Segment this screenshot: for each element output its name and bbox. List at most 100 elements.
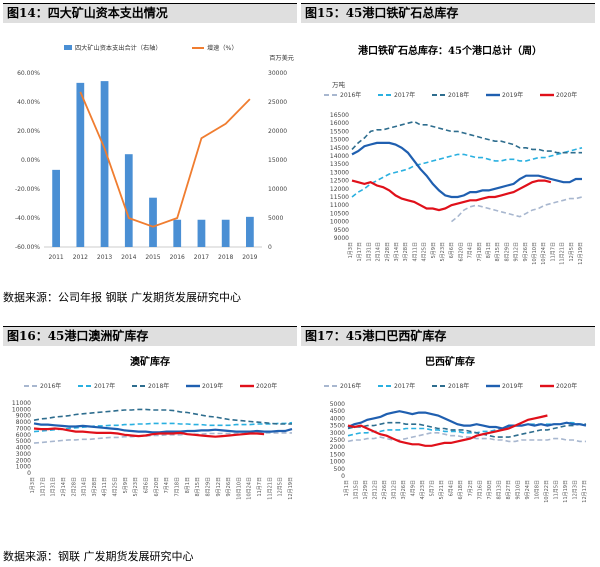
chart-capex: 四大矿山资本支出合计（右轴） 增速（%） 百万美元 -60.00% -40.00% -20… <box>15 44 294 261</box>
x-tick-label: 10月24日 <box>247 477 253 500</box>
chart-australia-inventory: 澳矿库存 2016年 2017年 2018年 2019年 2020年 01000200030… <box>12 355 294 500</box>
y-tick-label: 4000 <box>16 445 31 452</box>
y-tick-label: 10500 <box>330 210 349 217</box>
legend-bar-label: 四大矿山资本支出合计（右轴） <box>75 44 162 52</box>
chart-brazil-inventory: 巴西矿库存 2016年 2017年 2018年 2019年 2020年 0500100015… <box>324 355 588 503</box>
y-unit-label: 万吨 <box>332 80 346 89</box>
y-tick-label: 1500 <box>330 451 345 458</box>
x-tick-label: 1月3日 <box>30 477 36 493</box>
y-tick-label: 500 <box>334 466 346 473</box>
x-tick-label: 5月23日 <box>440 242 446 262</box>
y-tick-label: 3000 <box>16 451 31 458</box>
x-tick-label: 5月7日 <box>430 480 436 496</box>
right-tick-label: 0 <box>268 244 272 251</box>
y-tick-label: 8000 <box>16 419 31 426</box>
legend-label: 2016年 <box>40 382 61 390</box>
x-tick-label: 12月5日 <box>278 477 284 497</box>
x-tick-label: 3月28日 <box>92 477 98 497</box>
x-tick-label: 8月29日 <box>205 477 211 497</box>
x-tick-label: 4月23日 <box>420 480 426 500</box>
left-tick-label: 40.00% <box>17 99 40 106</box>
legend-label: 2017年 <box>94 382 115 390</box>
source-note-bottom: 数据来源：钢联 广发期货发展研究中心 <box>3 550 194 563</box>
series-line <box>347 421 586 437</box>
x-tick-label: 5月21日 <box>439 480 445 500</box>
y-tick-label: 1000 <box>330 459 345 466</box>
y-tick-label: 9000 <box>16 413 31 420</box>
x-tick-label: 6月6日 <box>449 242 455 258</box>
x-tick-label: 2月14日 <box>61 477 67 497</box>
y-tick-label: 7000 <box>16 425 31 432</box>
right-tick-label: 20000 <box>268 128 287 135</box>
x-tick-label: 7月4日 <box>468 242 474 258</box>
x-tick-label: 1月29日 <box>363 480 369 500</box>
bar-mark <box>124 154 133 247</box>
x-tick-label: 2019 <box>242 254 257 261</box>
x-tick-label: 6月18日 <box>458 480 464 500</box>
y-tick-label: 4000 <box>330 415 345 422</box>
legend-label: 2017年 <box>394 91 415 99</box>
left-tick-label: 60.00% <box>17 70 40 77</box>
x-tick-label: 2015 <box>145 254 160 261</box>
panel-title-15: 图15：45港口铁矿石总库存 <box>301 3 595 23</box>
x-tick-label: 12月19日 <box>288 477 294 500</box>
y-tick-label: 1000 <box>16 464 31 471</box>
x-tick-label: 12月3日 <box>572 480 578 500</box>
legend-label: 2017年 <box>394 382 415 390</box>
x-tick-label: 10月24日 <box>541 242 547 265</box>
y-tick-label: 11500 <box>330 194 349 201</box>
panel-title-17: 图17：45港口巴西矿库存 <box>301 326 595 346</box>
x-tick-label: 11月21日 <box>267 477 273 500</box>
x-tick-label: 10月10日 <box>532 242 538 265</box>
x-tick-label: 8月27日 <box>506 480 512 500</box>
x-tick-label: 1月17日 <box>357 242 363 262</box>
x-tick-label: 11月21日 <box>560 242 566 265</box>
x-tick-label: 12月19日 <box>578 242 584 265</box>
series-line <box>351 141 582 199</box>
bar-mark <box>52 169 60 247</box>
legend-label: 2018年 <box>148 382 169 390</box>
series-line <box>351 120 582 154</box>
series-line <box>351 147 583 198</box>
right-tick-label: 30000 <box>268 70 287 77</box>
panel-title-14: 图14：四大矿山资本支出情况 <box>3 3 297 23</box>
y-tick-label: 14000 <box>330 153 349 160</box>
x-tick-label: 3月14日 <box>82 477 88 497</box>
x-tick-label: 1月1日 <box>344 480 350 496</box>
legend-label: 2016年 <box>340 91 361 99</box>
right-tick-label: 5000 <box>268 215 283 222</box>
bar-mark <box>221 219 230 247</box>
y-tick-label: 2000 <box>16 457 31 464</box>
chart-title: 港口铁矿石总库存：45个港口总计（周） <box>358 44 542 57</box>
x-tick-label: 1月17日 <box>40 477 46 497</box>
x-tick-label: 4月11日 <box>102 477 108 497</box>
y-tick-label: 2500 <box>330 437 345 444</box>
x-tick-label: 5月23日 <box>133 477 139 497</box>
left-tick-label: 0.00% <box>21 157 40 164</box>
series-line <box>33 408 292 425</box>
y-tick-label: 4500 <box>330 408 345 415</box>
x-tick-label: 1月31日 <box>366 242 372 262</box>
x-tick-label: 9月12日 <box>514 242 520 262</box>
x-tick-label: 7月4日 <box>164 477 170 493</box>
bar-mark <box>173 219 182 247</box>
x-tick-label: 11月5日 <box>553 480 559 500</box>
y-tick-label: 12500 <box>330 178 349 185</box>
y-tick-label: 13500 <box>330 161 349 168</box>
x-tick-label: 9月24日 <box>525 480 531 500</box>
x-tick-label: 12月17日 <box>582 480 588 503</box>
x-tick-label: 2018 <box>218 254 233 261</box>
x-tick-label: 11月7日 <box>550 242 556 262</box>
x-tick-label: 10月8日 <box>534 480 540 500</box>
x-tick-label: 4月11日 <box>412 242 418 262</box>
source-note-top: 数据来源：公司年报 钢联 广发期货发展研究中心 <box>3 291 241 304</box>
y-tick-label: 3500 <box>330 423 345 430</box>
x-tick-label: 4月9日 <box>411 480 417 496</box>
y-tick-label: 15500 <box>330 128 349 135</box>
series-line <box>33 422 293 434</box>
growth-line <box>79 91 251 228</box>
x-tick-label: 1月3日 <box>348 242 354 258</box>
x-tick-label: 2017 <box>194 254 209 261</box>
x-tick-label: 2014 <box>121 254 136 261</box>
x-tick-label: 10月10日 <box>236 477 242 500</box>
